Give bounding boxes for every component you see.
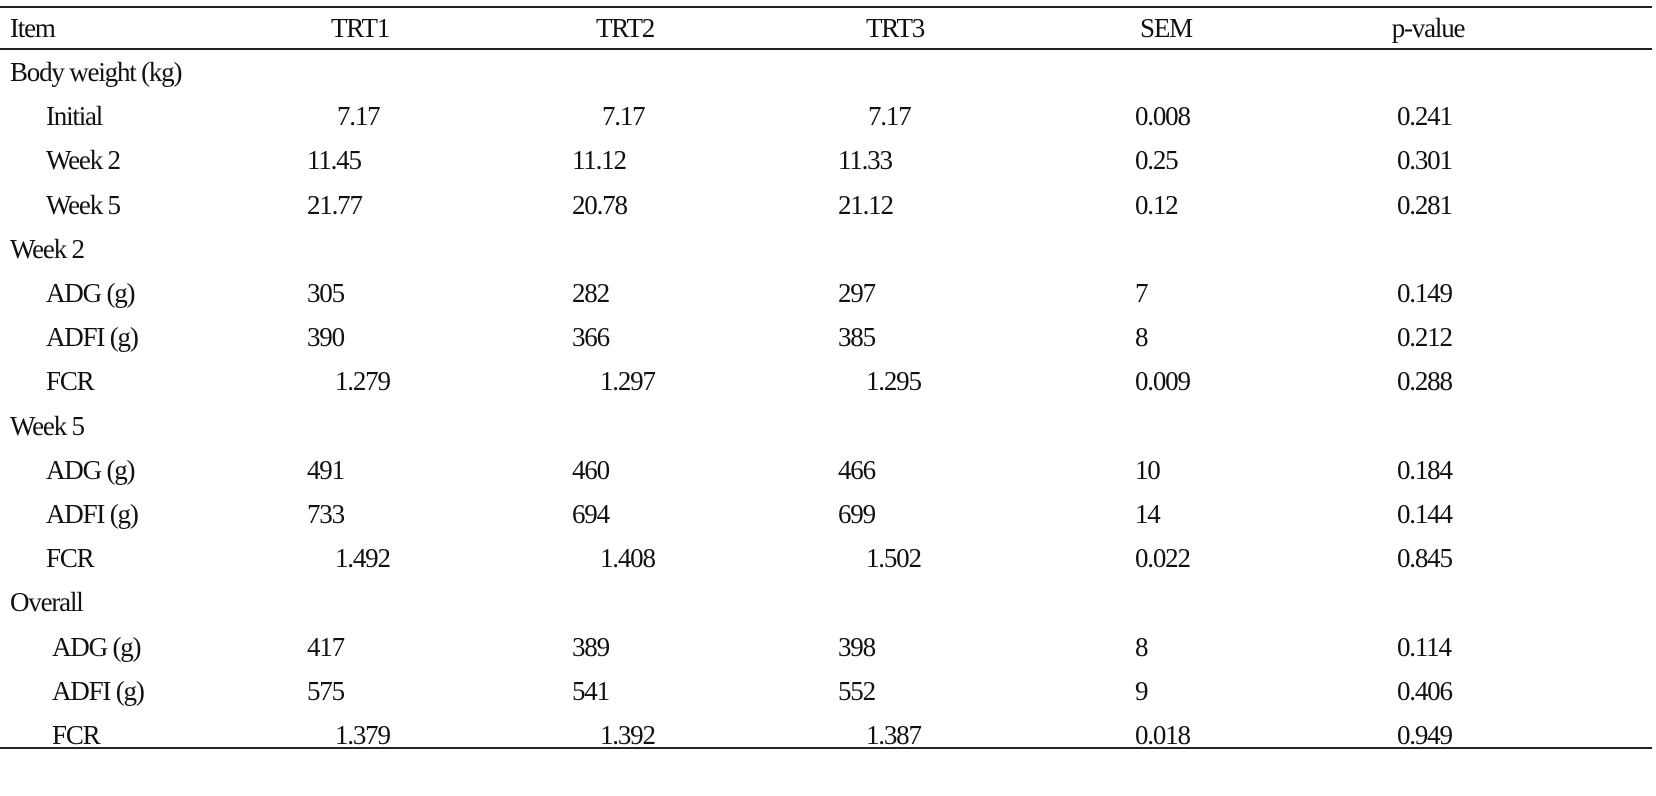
cell: 0.144 [1397, 499, 1453, 529]
row-label: ADFI (g) [46, 499, 139, 529]
cell: 20.78 [572, 189, 628, 220]
cell: 1.408 [600, 543, 656, 574]
cell: 366 [572, 322, 610, 353]
cell: 0.949 [1397, 720, 1453, 750]
section-label: Overall [10, 587, 84, 618]
cell: 14 [1135, 499, 1161, 529]
cell: 389 [572, 631, 610, 662]
cell: 385 [838, 322, 876, 353]
header-rule [0, 48, 1652, 50]
cell: 694 [572, 499, 610, 529]
row-label: Initial [46, 101, 103, 132]
cell: 0.018 [1135, 720, 1191, 750]
cell: 0.406 [1397, 675, 1453, 706]
cell: 0.25 [1135, 145, 1179, 176]
cell: 297 [838, 278, 876, 308]
cell: 1.297 [600, 366, 656, 397]
cell: 0.212 [1397, 322, 1453, 353]
cell: 0.12 [1135, 189, 1179, 220]
cell: 0.149 [1397, 278, 1453, 308]
cell: 460 [572, 454, 610, 485]
cell: 733 [307, 499, 345, 529]
cell: 575 [307, 675, 345, 706]
row-label: Week 2 [46, 145, 121, 176]
column-header: SEM [1140, 13, 1193, 43]
cell: 7.17 [602, 101, 646, 132]
cell: 7 [1135, 278, 1149, 308]
cell: 11.33 [838, 145, 893, 176]
row-label: ADG (g) [46, 454, 136, 485]
cell: 398 [838, 631, 876, 662]
column-header: p-value [1391, 13, 1466, 43]
cell: 10 [1135, 454, 1161, 485]
row-label: FCR [52, 720, 101, 750]
cell: 1.379 [335, 720, 391, 750]
column-header: TRT2 [595, 13, 655, 43]
row-label: FCR [46, 366, 95, 397]
row-label: ADG (g) [46, 278, 136, 308]
section-label: Body weight (kg) [10, 57, 182, 87]
cell: 0.845 [1397, 543, 1453, 574]
cell: 9 [1135, 675, 1149, 706]
cell: 282 [572, 278, 610, 308]
cell: 8 [1135, 631, 1149, 662]
top-rule [0, 6, 1652, 8]
cell: 1.279 [335, 366, 391, 397]
cell: 11.45 [307, 145, 362, 176]
cell: 0.022 [1135, 543, 1191, 574]
column-header: TRT3 [865, 13, 925, 43]
cell: 552 [838, 675, 876, 706]
cell: 1.295 [866, 366, 922, 397]
cell: 699 [838, 499, 876, 529]
column-header: TRT1 [330, 13, 390, 43]
cell: 0.301 [1397, 145, 1453, 176]
row-label: ADFI (g) [46, 322, 139, 353]
cell: 417 [307, 631, 345, 662]
row-label: ADG (g) [52, 631, 142, 662]
row-label: Week 5 [46, 189, 121, 220]
cell: 0.009 [1135, 366, 1191, 397]
cell: 0.281 [1397, 189, 1453, 220]
cell: 305 [307, 278, 345, 308]
cell: 7.17 [868, 101, 912, 132]
cell: 7.17 [337, 101, 381, 132]
cell: 1.387 [866, 720, 922, 750]
bottom-rule [0, 747, 1652, 749]
cell: 21.12 [838, 189, 894, 220]
cell: 11.12 [572, 145, 627, 176]
cell: 1.392 [600, 720, 656, 750]
cell: 0.241 [1397, 101, 1453, 132]
row-label: FCR [46, 543, 95, 574]
section-label: Week 2 [10, 233, 85, 264]
column-header: Item [10, 13, 56, 43]
section-label: Week 5 [10, 410, 85, 441]
cell: 1.502 [866, 543, 922, 574]
cell: 0.114 [1397, 631, 1452, 662]
cell: 21.77 [307, 189, 363, 220]
cell: 0.288 [1397, 366, 1453, 397]
cell: 491 [307, 454, 345, 485]
cell: 0.184 [1397, 454, 1453, 485]
cell: 466 [838, 454, 876, 485]
row-label: ADFI (g) [52, 675, 145, 706]
cell: 1.492 [335, 543, 391, 574]
cell: 0.008 [1135, 101, 1191, 132]
cell: 390 [307, 322, 345, 353]
cell: 541 [572, 675, 610, 706]
cell: 8 [1135, 322, 1149, 353]
